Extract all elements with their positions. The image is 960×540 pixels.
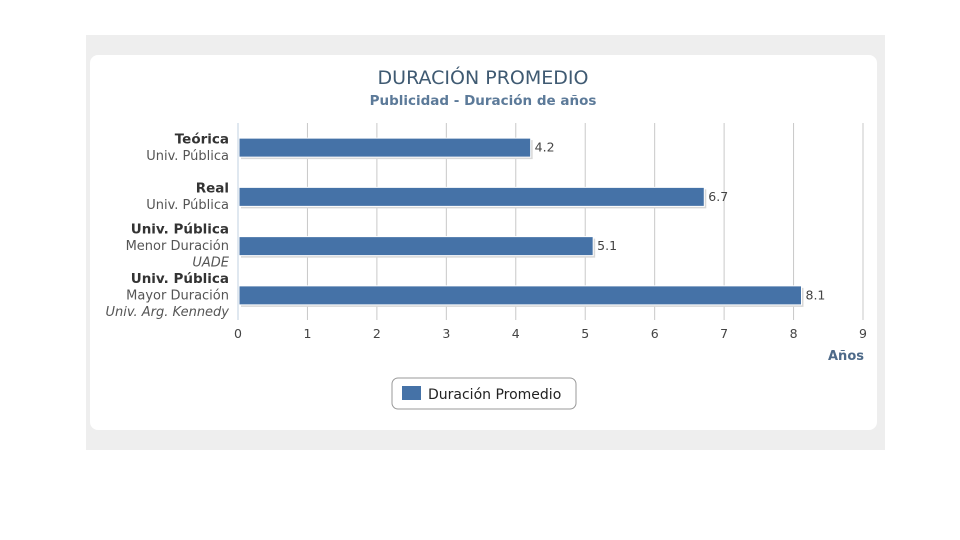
category-label-line: Univ. Arg. Kennedy (106, 305, 230, 320)
category-label-line: UADE (192, 256, 229, 271)
x-tick-label: 6 (651, 326, 659, 341)
category-label-line: Univ. Pública (131, 222, 229, 238)
category-label-line: Univ. Pública (131, 271, 229, 287)
legend-label: Duración Promedio (428, 387, 561, 403)
legend-swatch (402, 386, 421, 400)
x-tick-label: 0 (234, 326, 242, 341)
x-tick-label: 8 (790, 326, 798, 341)
bar[interactable] (238, 137, 532, 158)
x-tick-labels: 0 1 2 3 4 5 6 7 8 9 (234, 326, 867, 341)
category-label-line: Mayor Duración (126, 288, 229, 303)
x-axis-label: Años (828, 349, 864, 364)
category-label-line: Real (196, 181, 229, 197)
x-tick-label: 4 (512, 326, 520, 341)
x-tick-label: 3 (442, 326, 450, 341)
bar-data-label: 6.7 (708, 189, 728, 204)
chart-subtitle: Publicidad - Duración de años (370, 93, 597, 109)
bar[interactable] (238, 236, 594, 257)
category-label-line: Menor Duración (126, 239, 229, 254)
x-tick-label: 2 (373, 326, 381, 341)
x-tick-label: 5 (581, 326, 589, 341)
category-label-line: Univ. Pública (146, 198, 229, 213)
x-tick-label: 7 (720, 326, 728, 341)
bar[interactable] (238, 186, 705, 207)
chart-title: DURACIÓN PROMEDIO (378, 65, 589, 89)
bar-data-label: 5.1 (597, 238, 617, 253)
category-label-line: Teórica (175, 131, 229, 147)
x-tick-label: 9 (859, 326, 867, 341)
category-label-line: Univ. Pública (146, 149, 229, 164)
bar-data-label: 4.2 (535, 140, 555, 155)
bar[interactable] (238, 285, 802, 306)
bars: 4.2 6.7 5.1 8.1 (238, 137, 826, 307)
legend[interactable]: Duración Promedio (391, 377, 577, 410)
x-tick-label: 1 (303, 326, 311, 341)
bar-data-label: 8.1 (806, 287, 826, 302)
